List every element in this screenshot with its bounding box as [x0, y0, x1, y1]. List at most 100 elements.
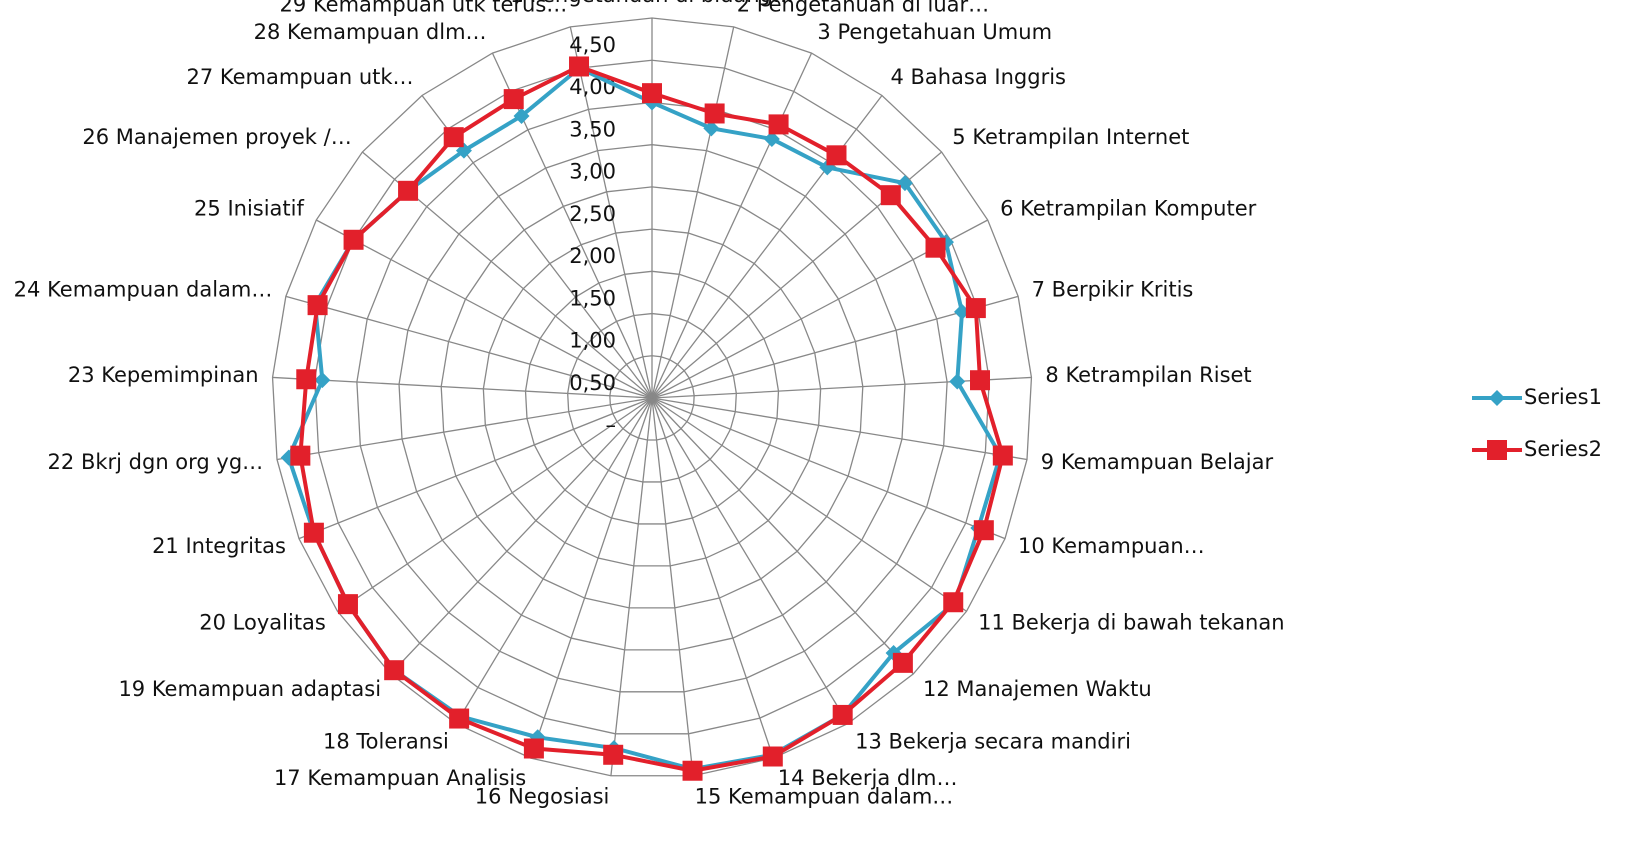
marker: [973, 520, 994, 541]
y-tick-label: 3,50: [569, 117, 616, 141]
marker: [384, 660, 405, 681]
grid-ring: [609, 355, 695, 441]
category-label: 27 Kemampuan utk…: [187, 65, 414, 89]
category-label: 24 Kemampuan dalam…: [14, 277, 273, 301]
marker: [398, 180, 419, 201]
category-label: 28 Kemampuan dlm…: [254, 20, 487, 44]
category-label: 20 Loyalitas: [199, 611, 326, 635]
marker: [943, 592, 964, 613]
category-label: 2 Pengetahuan di luar…: [737, 0, 990, 16]
marker: [307, 295, 328, 316]
category-label: 12 Manajemen Waktu: [923, 677, 1152, 701]
legend-marker: [1487, 440, 1507, 460]
grid-ring: [440, 186, 864, 609]
spoke: [651, 52, 813, 399]
category-label: 29 Kemampuan utk terus…: [280, 0, 568, 16]
category-label: 9 Kemampuan Belajar: [1041, 450, 1274, 474]
y-tick-label: 4,50: [569, 33, 616, 57]
grid-ring: [271, 17, 1033, 777]
marker: [826, 145, 847, 166]
spoke: [530, 397, 653, 759]
category-label: 4 Bahasa Inggris: [890, 65, 1066, 89]
category-label: 8 Ketrampilan Riset: [1045, 363, 1251, 387]
marker: [768, 114, 789, 135]
marker: [832, 704, 853, 725]
category-label: 16 Negosiasi: [475, 785, 610, 809]
marker: [965, 298, 986, 319]
category-label: 15 Kemampuan dalam…: [695, 785, 954, 809]
y-tick-label: 1,00: [569, 329, 616, 353]
category-label: 6 Ketrampilan Komputer: [1000, 197, 1257, 221]
marker: [896, 175, 913, 192]
marker: [763, 130, 780, 147]
legend-marker: [1489, 390, 1505, 406]
y-tick-label: 3,00: [569, 160, 616, 184]
category-label: 3 Pengetahuan Umum: [817, 20, 1052, 44]
category-label: 25 Inisiatif: [194, 197, 304, 221]
marker: [603, 744, 624, 765]
category-label: 10 Kemampuan…: [1018, 534, 1205, 558]
spoke: [569, 26, 653, 399]
category-label: 11 Bekerja di bawah tekanan: [978, 611, 1284, 635]
grid-ring: [398, 144, 906, 651]
y-tick-label: 2,50: [569, 202, 616, 226]
spoke: [455, 397, 653, 724]
category-label: 21 Integritas: [152, 534, 286, 558]
spoke: [651, 397, 967, 612]
category-label: 5 Ketrampilan Internet: [952, 125, 1189, 149]
spoke: [276, 397, 653, 461]
legend-label: Series1: [1524, 385, 1602, 409]
category-label: 1 Pengetahuan di bidang…: [510, 0, 794, 7]
spoke: [651, 397, 774, 759]
marker: [880, 185, 901, 206]
grid-ring: [567, 312, 737, 483]
spoke: [315, 219, 653, 399]
category-label: 23 Kepemimpinan: [68, 363, 259, 387]
marker: [303, 522, 324, 543]
spoke: [272, 376, 653, 399]
marker: [513, 107, 530, 124]
category-label: 22 Bkrj dgn org yg…: [48, 450, 264, 474]
marker: [762, 746, 783, 767]
spoke: [651, 397, 849, 724]
y-tick-label: 2,00: [569, 244, 616, 268]
spoke: [651, 397, 1006, 540]
marker: [892, 652, 913, 673]
spoke: [651, 397, 694, 776]
marker: [523, 738, 544, 759]
marker: [343, 229, 364, 250]
marker: [296, 369, 317, 390]
marker: [925, 237, 946, 258]
legend-label: Series2: [1524, 437, 1602, 461]
category-label: 7 Berpikir Kritis: [1032, 277, 1194, 301]
category-label: 18 Toleransi: [323, 729, 449, 753]
marker: [443, 127, 464, 148]
category-label: 17 Kemampuan Analisis: [274, 766, 526, 790]
grid-ring: [356, 101, 948, 693]
spoke: [651, 397, 914, 675]
marker: [682, 760, 703, 781]
marker: [449, 708, 470, 729]
marker: [992, 445, 1013, 466]
y-tick-label: 1,50: [569, 286, 616, 310]
marker: [970, 370, 991, 391]
marker: [704, 103, 725, 124]
category-label: 26 Manajemen proyek /…: [82, 125, 351, 149]
marker: [503, 89, 524, 110]
category-label: 13 Bekerja secara mandiri: [855, 729, 1131, 753]
marker: [642, 83, 662, 104]
spoke: [651, 397, 1028, 461]
marker: [290, 445, 311, 466]
spoke: [651, 376, 1032, 399]
category-label: 14 Bekerja dlm…: [778, 766, 958, 790]
spoke: [390, 397, 653, 675]
marker: [703, 120, 720, 137]
spoke: [337, 397, 653, 612]
marker: [314, 372, 331, 389]
grid-ring: [482, 228, 822, 567]
marker: [569, 56, 590, 77]
category-label: 19 Kemampuan adaptasi: [118, 677, 381, 701]
grid-ring: [524, 270, 780, 525]
spoke: [651, 26, 735, 399]
